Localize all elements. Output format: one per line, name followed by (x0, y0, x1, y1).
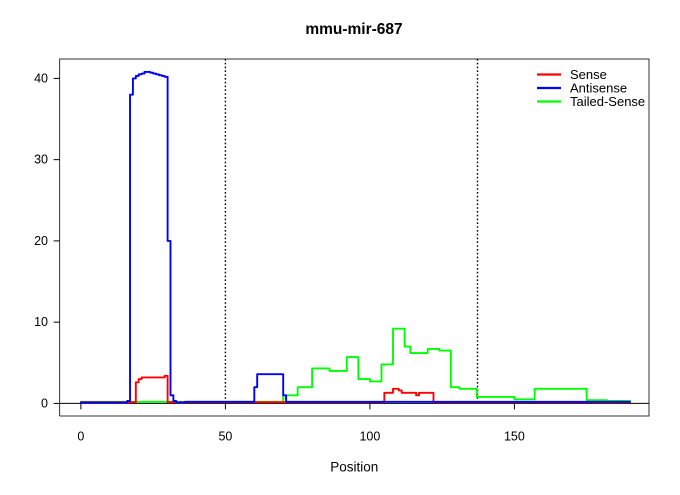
svg-text:Tailed-Sense: Tailed-Sense (570, 94, 645, 109)
svg-text:50: 50 (218, 430, 232, 444)
svg-text:Position: Position (330, 460, 378, 475)
svg-text:150: 150 (504, 430, 525, 444)
svg-text:mmu-mir-687: mmu-mir-687 (305, 21, 402, 38)
svg-text:30: 30 (34, 153, 48, 167)
svg-text:0: 0 (41, 397, 48, 411)
svg-text:40: 40 (34, 71, 48, 85)
svg-text:100: 100 (359, 430, 380, 444)
svg-text:10: 10 (34, 315, 48, 329)
svg-text:20: 20 (34, 234, 48, 248)
svg-text:0: 0 (77, 430, 84, 444)
